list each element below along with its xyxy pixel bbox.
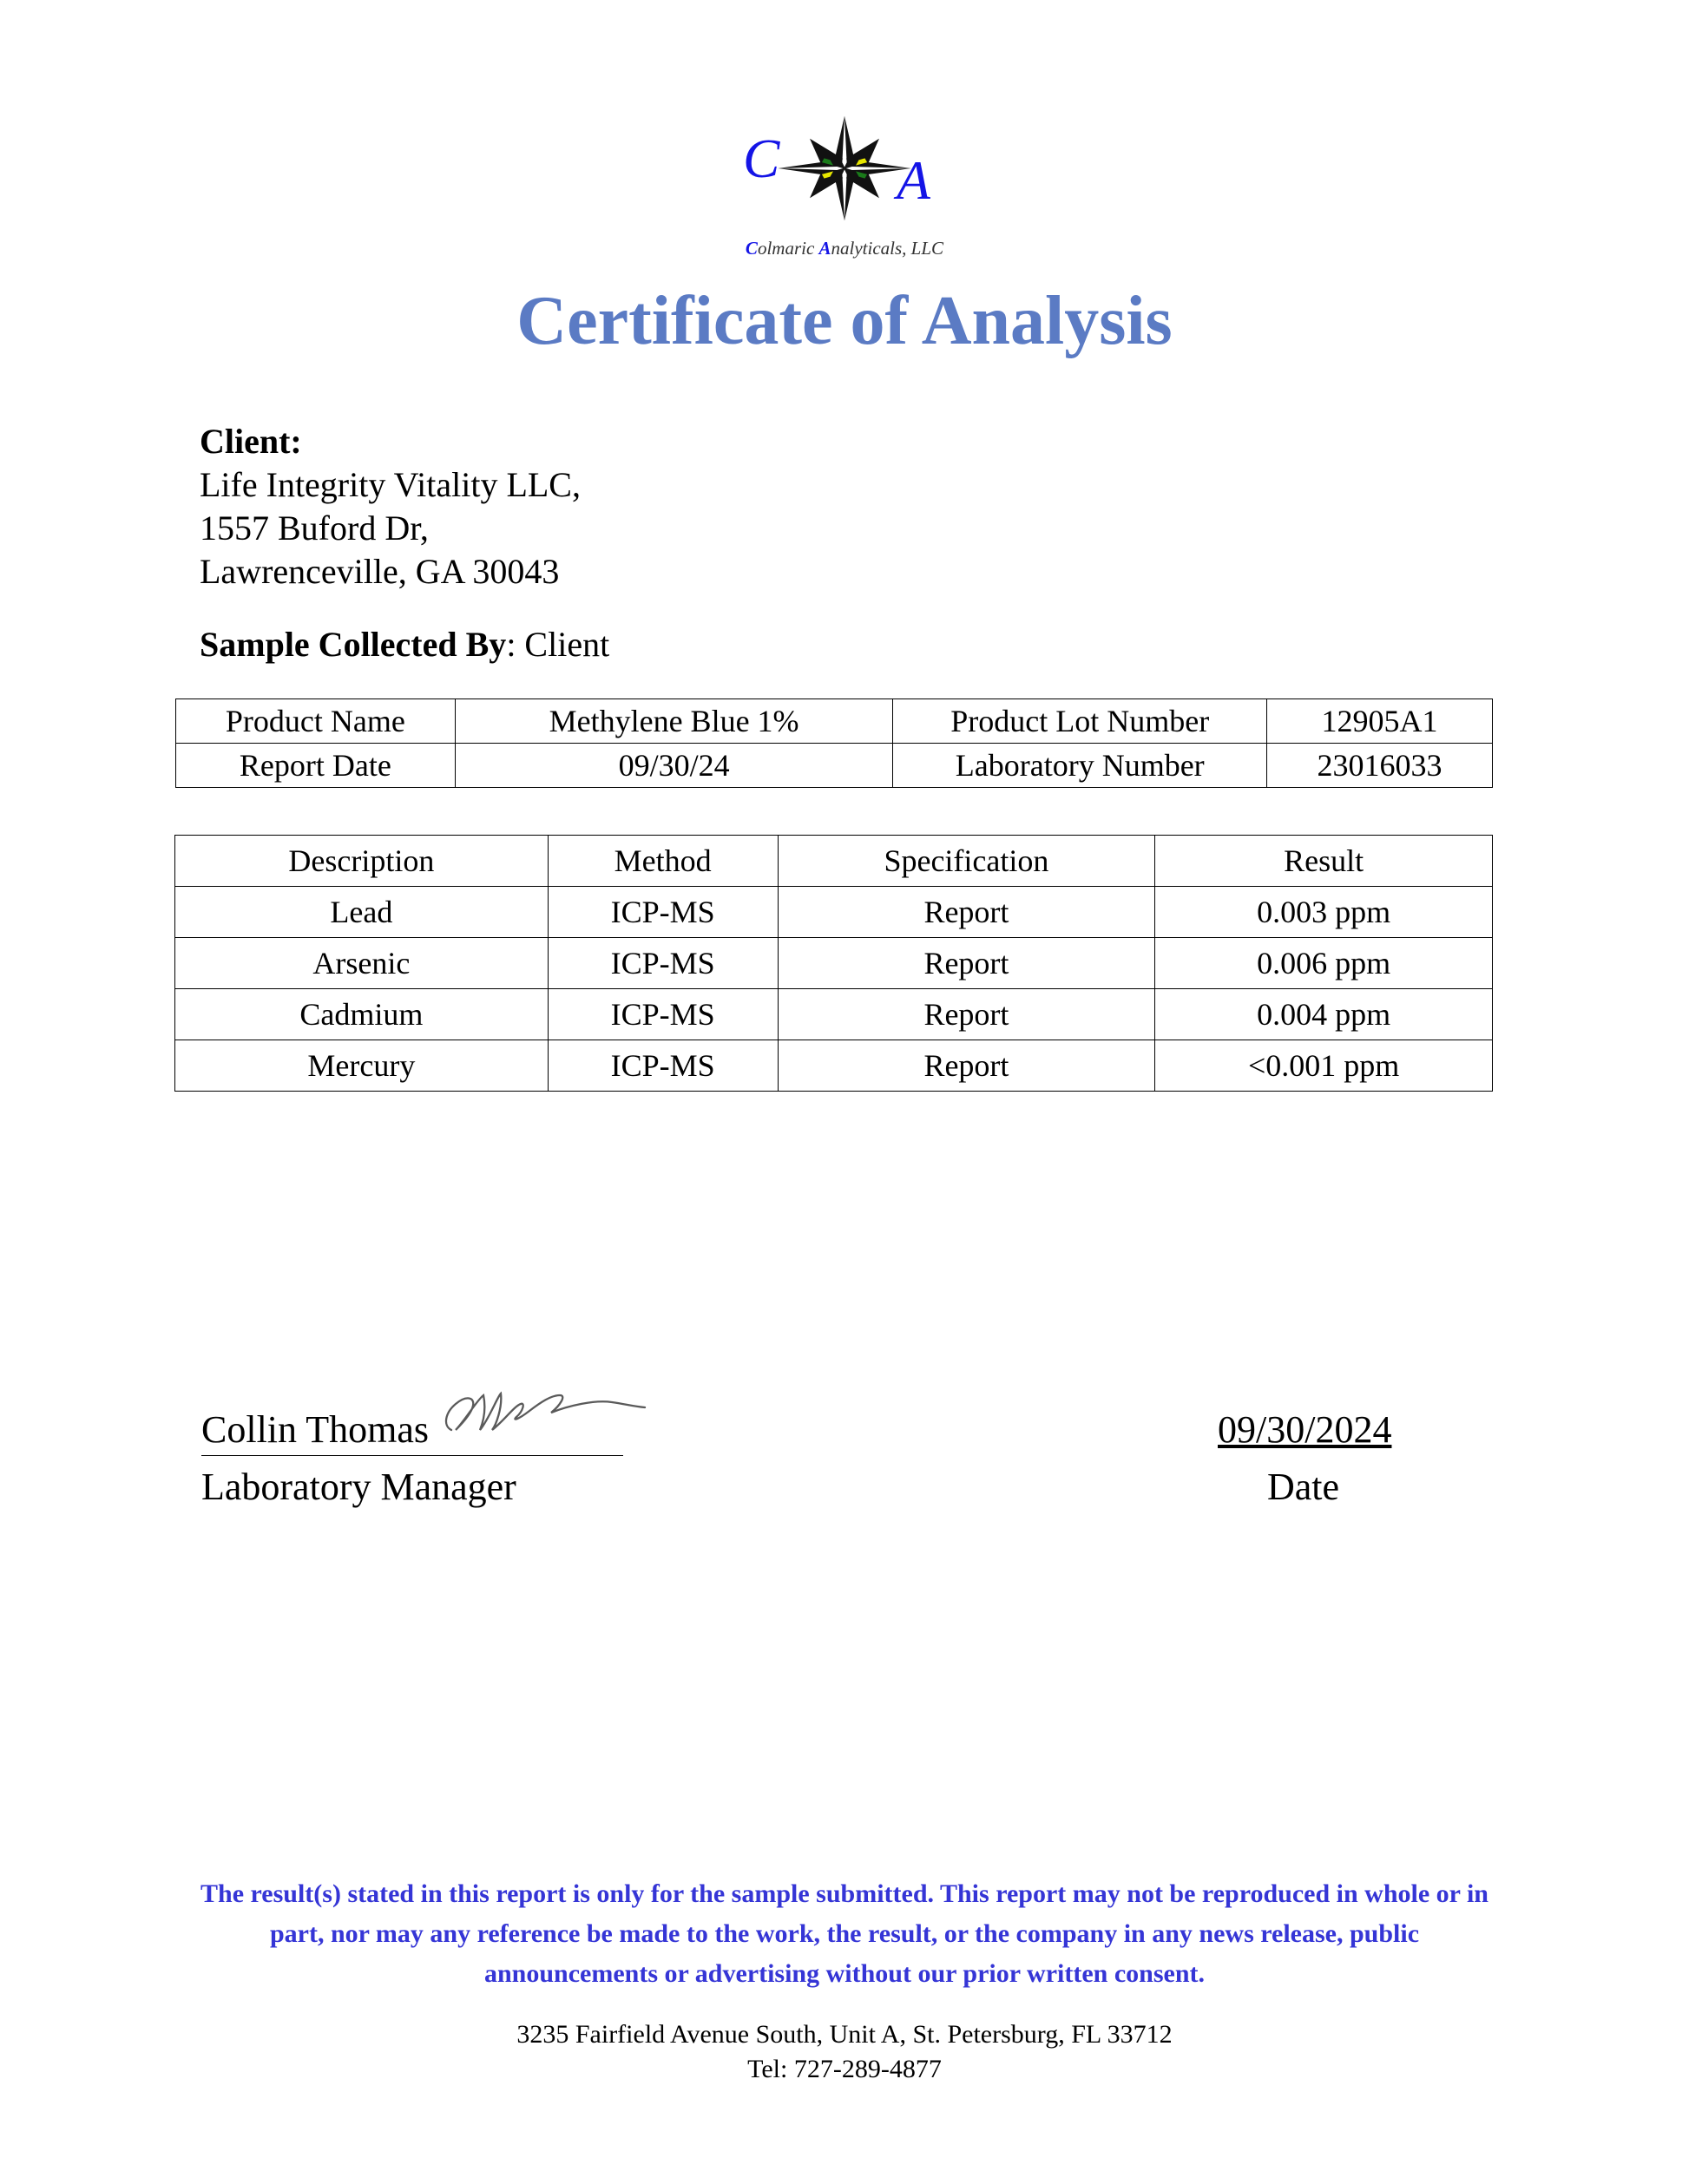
svg-text:C: C (743, 128, 780, 189)
svg-text:A: A (893, 149, 930, 211)
